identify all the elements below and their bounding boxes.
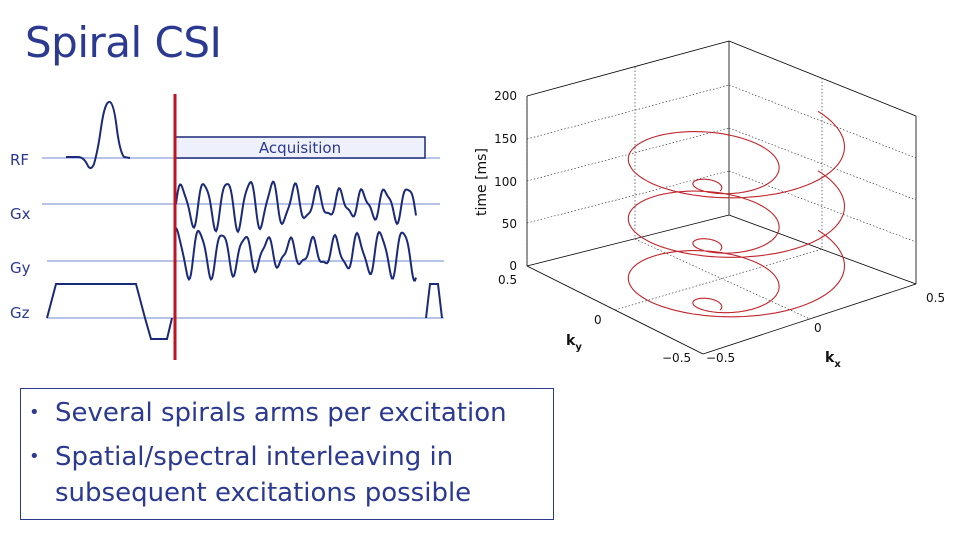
acquisition-label: Acquisition [259, 139, 341, 157]
ky-axis-label-k: k [566, 333, 576, 349]
pulse-sequence-diagram: RF Gx Gy Gz Acquisition [10, 94, 444, 360]
ky-tick-neg0.5: −0.5 [662, 351, 691, 365]
kx-axis-label-sub: x [834, 359, 841, 370]
bullet-dot-icon: • [29, 402, 40, 423]
ky-axis-label-sub: y [575, 342, 582, 353]
bullet-text: Spatial/spectral interleaving in subsequ… [55, 442, 472, 508]
bullet-item: • Several spirals arms per excitation [29, 395, 553, 431]
z-tick-100: 100 [494, 175, 517, 189]
gx-label: Gx [10, 205, 31, 223]
z-axis-label: time [ms] [474, 148, 490, 216]
z-tick-200: 200 [494, 89, 517, 103]
ky-axis-label: ky [566, 333, 582, 353]
bullet-item: • Spatial/spectral interleaving in subseq… [29, 439, 553, 511]
gz-slice-select-gradient [46, 283, 173, 340]
spiral-trajectory-curve [627, 110, 846, 318]
gy-readout-waveform [175, 227, 417, 282]
gy-label: Gy [10, 259, 31, 277]
kx-tick-0.5: 0.5 [926, 291, 945, 305]
bullet-text: Several spirals arms per excitation [55, 398, 507, 428]
kx-axis-label: kx [825, 350, 841, 370]
rf-label: RF [10, 151, 29, 169]
z-tick-0: 0 [509, 259, 517, 273]
ky-tick-0: 0 [594, 313, 602, 327]
kx-tick-0: 0 [814, 321, 822, 335]
bullet-dot-icon: • [29, 446, 40, 467]
ky-tick-0.5: 0.5 [498, 273, 517, 287]
bullet-box: • Several spirals arms per excitation • Sp… [20, 388, 554, 520]
gx-readout-waveform [175, 180, 417, 234]
gz-spoiler-gradient [425, 283, 443, 319]
kx-tick-neg0.5: −0.5 [706, 351, 735, 365]
z-tick-50: 50 [502, 217, 517, 231]
kx-axis-label-k: k [825, 350, 835, 366]
spiral-kspace-3d-plot: 200 150 100 50 0 time [ms] 0.5 0 −0.5 ky… [474, 40, 945, 370]
slide-title: Spiral CSI [25, 18, 222, 67]
bullet-list: • Several spirals arms per excitation • Sp… [21, 395, 553, 511]
rf-pulse [66, 100, 131, 170]
gz-label: Gz [10, 304, 30, 322]
z-tick-150: 150 [494, 132, 517, 146]
